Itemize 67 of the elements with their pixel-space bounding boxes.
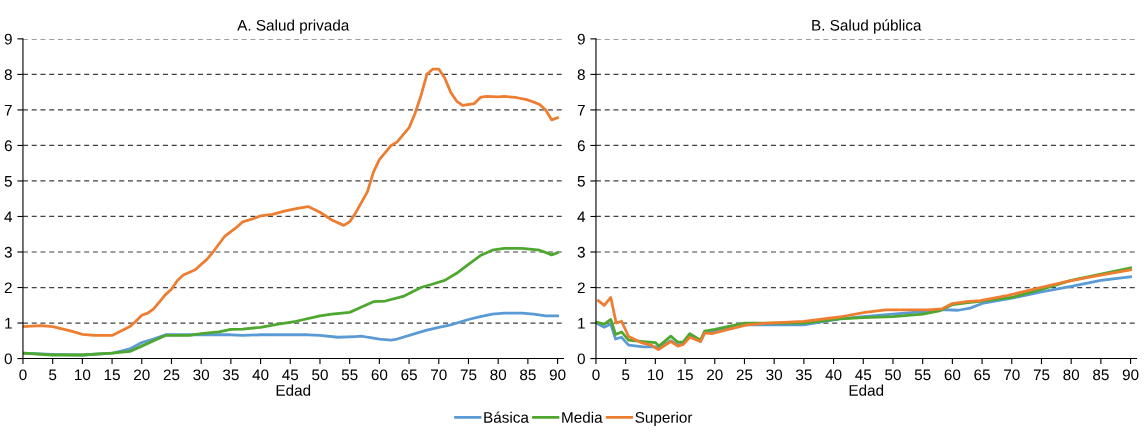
y-tick-label: 1 (578, 318, 585, 329)
x-tick-label: 65 (974, 369, 990, 381)
x-tick-label: 25 (163, 369, 180, 381)
y-tick-label: 9 (577, 33, 585, 45)
y-tick-label: 2 (4, 282, 12, 294)
x-tick-label: 70 (431, 369, 447, 381)
x-tick-label: 65 (401, 369, 417, 381)
x-tick-label: 45 (282, 369, 299, 381)
x-tick-label: 45 (855, 369, 872, 381)
x-tick-label: 55 (341, 369, 358, 381)
legend-label: Media (562, 411, 603, 423)
x-tick-label: 70 (1004, 369, 1020, 381)
y-tick-label: 2 (577, 282, 585, 294)
x-tick-label: 55 (914, 369, 931, 381)
x-tick-label: 10 (648, 369, 664, 381)
y-tick-label: 5 (577, 175, 585, 187)
x-tick-label: 30 (193, 369, 210, 381)
x-tick-label: 15 (677, 369, 693, 381)
x-tick-label: 75 (460, 369, 477, 381)
x-tick-label: 0 (19, 369, 27, 381)
y-tick-label: 4 (4, 211, 13, 223)
x-tick-label: 20 (707, 369, 723, 381)
line-series (22, 67, 559, 337)
y-tick-label: 0 (4, 353, 12, 365)
x-axis-title: Edad (276, 384, 311, 396)
x-tick-label: 25 (736, 369, 753, 381)
x-tick-label: 90 (1122, 369, 1139, 381)
y-tick-label: 3 (4, 246, 12, 258)
y-tick-label: 5 (4, 175, 12, 187)
x-tick-label: 5 (622, 369, 630, 381)
x-tick-label: 40 (825, 369, 842, 381)
x-tick-label: 60 (371, 369, 388, 381)
x-tick-label: 90 (549, 369, 566, 381)
x-tick-label: 10 (75, 369, 91, 381)
y-tick-label: 8 (577, 69, 585, 81)
x-tick-label: 50 (312, 369, 328, 381)
x-axis-title: Edad (849, 384, 884, 396)
x-tick-label: 80 (490, 369, 507, 381)
x-tick-label: 20 (134, 369, 150, 381)
x-tick-label: 0 (592, 369, 600, 381)
x-tick-label: 80 (1063, 369, 1080, 381)
y-tick-label: 7 (577, 104, 585, 116)
x-tick-label: 35 (795, 369, 812, 381)
y-tick-label: 7 (4, 104, 12, 116)
legend-label: Básica (484, 411, 529, 423)
x-tick-label: 40 (252, 369, 269, 381)
x-tick-label: 85 (520, 369, 536, 381)
chart-title: A. Salud privada (237, 19, 350, 34)
x-tick-label: 15 (104, 369, 120, 381)
x-tick-label: 85 (1093, 369, 1109, 381)
y-tick-label: 8 (4, 69, 12, 81)
y-tick-label: 6 (4, 140, 12, 152)
line-series (22, 247, 559, 357)
y-tick-label: 6 (577, 140, 585, 152)
x-tick-label: 35 (222, 369, 239, 381)
y-tick-label: 3 (577, 246, 585, 258)
x-tick-label: 60 (944, 369, 961, 381)
chart-title: B. Salud pública (812, 19, 922, 34)
y-tick-label: 1 (5, 318, 12, 329)
x-tick-label: 50 (885, 369, 901, 381)
x-tick-label: 30 (766, 369, 783, 381)
y-tick-label: 4 (577, 211, 586, 223)
x-tick-label: 75 (1033, 369, 1050, 381)
legend-label: Superior (635, 411, 693, 426)
y-tick-label: 0 (577, 353, 585, 365)
y-tick-label: 9 (4, 33, 12, 45)
x-tick-label: 5 (49, 369, 57, 381)
